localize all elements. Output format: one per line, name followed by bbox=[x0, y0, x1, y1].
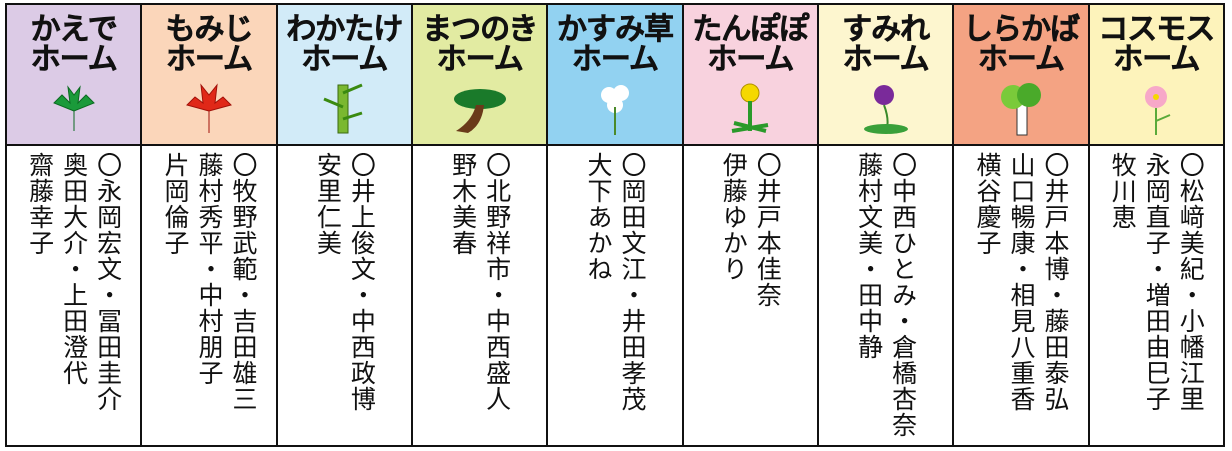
home-header: かえで ホーム bbox=[7, 5, 141, 146]
staff-line: 藤村秀平・中村朋子 bbox=[194, 152, 224, 386]
home-column: まつのき ホーム 〇北野祥市・中西盛人 野木美春 bbox=[412, 5, 549, 445]
home-column: かえで ホーム 〇永岡宏文・冨田圭介 奥田大介・上田澄代 齋藤幸子 bbox=[7, 5, 143, 445]
home-icon bbox=[186, 83, 232, 133]
home-title: わかたけ bbox=[286, 12, 404, 47]
staff-area: 〇岡田文江・井田孝茂 大下あかね bbox=[548, 146, 681, 445]
staff-line: 野木美春 bbox=[448, 152, 478, 256]
staff-area: 〇中西ひとみ・倉橋杏奈 藤村文美・田中静 bbox=[819, 146, 952, 445]
staff-line: 藤村文美・田中静 bbox=[854, 152, 884, 360]
home-column: コスモス ホーム 〇松﨑美紀・小幡江里 永岡直子・増田由巳子 牧川恵 bbox=[1089, 5, 1223, 445]
staff-list: 〇北野祥市・中西盛人 野木美春 bbox=[446, 152, 514, 445]
staff-list: 〇岡田文江・井田孝茂 大下あかね bbox=[581, 152, 649, 445]
home-icon bbox=[52, 85, 95, 131]
home-icon bbox=[863, 85, 908, 134]
home-title: コスモス bbox=[1098, 12, 1216, 47]
staff-line: 〇牧野武範・吉田雄三 bbox=[228, 152, 258, 412]
home-title: ホーム bbox=[571, 42, 660, 77]
staff-line: 〇岡田文江・井田孝茂 bbox=[617, 152, 647, 412]
home-column: すみれ ホーム 〇中西ひとみ・倉橋杏奈 藤村文美・田中静 bbox=[818, 5, 955, 445]
home-header: まつのき ホーム bbox=[412, 5, 547, 146]
home-header: わかたけ ホーム bbox=[277, 5, 411, 146]
staff-area: 〇井上俊文・中西政博 安里仁美 bbox=[278, 146, 411, 445]
home-header: すみれ ホーム bbox=[818, 5, 953, 146]
home-title: しらかば bbox=[962, 12, 1081, 47]
home-title: ホーム bbox=[30, 42, 118, 77]
staff-line: 山口暢康・相見八重香 bbox=[1006, 152, 1036, 412]
staff-list: 〇中西ひとみ・倉橋杏奈 藤村文美・田中静 bbox=[852, 152, 920, 445]
staff-list: 〇牧野武範・吉田雄三 藤村秀平・中村朋子 片岡倫子 bbox=[158, 152, 260, 445]
home-header: しらかば ホーム bbox=[954, 5, 1088, 146]
staff-area: 〇牧野武範・吉田雄三 藤村秀平・中村朋子 片岡倫子 bbox=[142, 146, 275, 445]
home-icon bbox=[1145, 86, 1171, 135]
home-column: しらかば ホーム 〇井戸本博・藤田泰弘 山口暢康・相見八重香 横谷慶子 bbox=[954, 5, 1090, 445]
home-icon bbox=[453, 89, 506, 133]
home-column: たんぽぽ ホーム 〇井戸本佳奈 伊藤ゆかり bbox=[683, 5, 819, 445]
staff-line: 〇北野祥市・中西盛人 bbox=[482, 152, 512, 412]
staff-area: 〇永岡宏文・冨田圭介 奥田大介・上田澄代 齋藤幸子 bbox=[7, 146, 140, 445]
staff-line: 牧川恵 bbox=[1108, 152, 1138, 230]
home-column: もみじ ホーム 〇牧野武範・吉田雄三 藤村秀平・中村朋子 片岡倫子 bbox=[142, 5, 278, 445]
home-header: たんぽぽ ホーム bbox=[683, 5, 817, 146]
staff-line: 大下あかね bbox=[583, 152, 613, 282]
staff-line: 安里仁美 bbox=[313, 152, 343, 256]
home-title: たんぽぽ bbox=[692, 12, 810, 47]
home-column: かすみ草 ホーム 〇岡田文江・井田孝茂 大下あかね bbox=[548, 5, 684, 445]
home-header: もみじ ホーム bbox=[142, 5, 276, 146]
staff-line: 〇永岡宏文・冨田圭介 bbox=[93, 152, 123, 412]
home-icon bbox=[731, 83, 769, 133]
staff-line: 永岡直子・増田由巳子 bbox=[1142, 152, 1172, 412]
home-title: かすみ草 bbox=[556, 12, 675, 47]
home-header: かすみ草 ホーム bbox=[548, 5, 682, 146]
staff-area: 〇松﨑美紀・小幡江里 永岡直子・増田由巳子 牧川恵 bbox=[1090, 146, 1223, 445]
home-title: かえで bbox=[30, 12, 118, 47]
home-title: ホーム bbox=[301, 42, 389, 77]
staff-line: 〇井戸本博・藤田泰弘 bbox=[1040, 152, 1070, 412]
staff-area: 〇井戸本佳奈 伊藤ゆかり bbox=[684, 146, 817, 445]
staff-list: 〇井上俊文・中西政博 安里仁美 bbox=[310, 152, 378, 445]
staff-area: 〇北野祥市・中西盛人 野木美春 bbox=[413, 146, 546, 445]
staff-list: 〇永岡宏文・冨田圭介 奥田大介・上田澄代 齋藤幸子 bbox=[23, 152, 125, 445]
home-icon bbox=[323, 83, 363, 134]
home-title: ホーム bbox=[707, 42, 795, 77]
staff-area: 〇井戸本博・藤田泰弘 山口暢康・相見八重香 横谷慶子 bbox=[954, 146, 1087, 445]
staff-line: 片岡倫子 bbox=[160, 152, 190, 256]
home-title: ホーム bbox=[165, 42, 254, 77]
home-title: もみじ bbox=[165, 12, 254, 47]
home-title: ホーム bbox=[977, 42, 1066, 77]
home-title: ホーム bbox=[436, 42, 524, 77]
home-title: まつのき bbox=[422, 12, 539, 47]
staff-list: 〇井戸本博・藤田泰弘 山口暢康・相見八重香 横谷慶子 bbox=[970, 152, 1072, 445]
staff-line: 横谷慶子 bbox=[972, 152, 1002, 256]
staff-line: 伊藤ゆかり bbox=[719, 152, 749, 282]
home-title: ホーム bbox=[1113, 42, 1201, 77]
home-title: ホーム bbox=[842, 42, 930, 77]
home-icon bbox=[600, 85, 629, 135]
staff-line: 齋藤幸子 bbox=[25, 152, 55, 256]
home-column: わかたけ ホーム 〇井上俊文・中西政博 安里仁美 bbox=[277, 5, 413, 445]
staff-line: 〇中西ひとみ・倉橋杏奈 bbox=[888, 152, 918, 438]
staff-line: 〇井上俊文・中西政博 bbox=[347, 152, 377, 412]
staff-board: かえで ホーム 〇永岡宏文・冨田圭介 奥田大介・上田澄代 齋藤幸子 もみじ ホーム 〇牧野武範… bbox=[5, 3, 1225, 447]
staff-list: 〇井戸本佳奈 伊藤ゆかり bbox=[716, 152, 784, 445]
home-icon bbox=[1000, 83, 1041, 136]
home-header: コスモス ホーム bbox=[1089, 5, 1223, 146]
staff-line: 奥田大介・上田澄代 bbox=[59, 152, 89, 386]
home-title: すみれ bbox=[842, 12, 931, 47]
staff-line: 〇井戸本佳奈 bbox=[753, 152, 783, 308]
staff-line: 〇松﨑美紀・小幡江里 bbox=[1176, 152, 1206, 412]
staff-list: 〇松﨑美紀・小幡江里 永岡直子・増田由巳子 牧川恵 bbox=[1105, 152, 1207, 445]
